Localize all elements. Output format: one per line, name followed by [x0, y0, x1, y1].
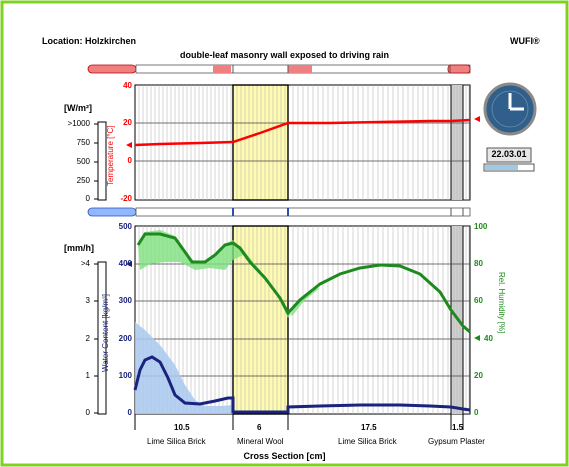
wc-tick: 300: [118, 296, 132, 305]
rain-tick: 2: [85, 334, 90, 343]
layer-thickness: 6: [257, 423, 262, 432]
wc-tick: 400: [118, 259, 132, 268]
radiation-tick: >1000: [67, 119, 90, 128]
rain-tick: 1: [85, 371, 90, 380]
rh-tick: 100: [474, 222, 488, 231]
chart-title: double-leaf masonry wall exposed to driv…: [179, 50, 390, 60]
wc-tick: 0: [127, 408, 132, 417]
radiation-tick: 750: [76, 138, 90, 147]
interior-temp-marker: [474, 116, 480, 122]
water-content-curve: [133, 355, 471, 414]
interior-rh-marker: [474, 335, 480, 341]
layer-name: Lime Silica Brick: [147, 437, 206, 446]
rh-tick: 80: [474, 259, 483, 268]
layer-name: Mineral Wool: [237, 437, 284, 446]
rain-tick: 3: [85, 296, 90, 305]
mineral-wool-band-bottom: [233, 226, 288, 414]
rain-unit-label: [mm/h]: [64, 243, 94, 253]
clock-icon: [483, 82, 537, 136]
radiation-tick: 500: [76, 157, 90, 166]
layer-name: Gypsum Plaster: [428, 437, 485, 446]
layer-thickness: 17.5: [361, 423, 377, 432]
layer-name: Lime Silica Brick: [338, 437, 397, 446]
temperature-curve: [134, 118, 471, 147]
radiation-unit-label: [W/m²]: [64, 103, 92, 113]
temp-tick: 40: [123, 81, 132, 90]
wc-tick: 500: [118, 222, 132, 231]
radiation-gauge: [97, 121, 107, 201]
temp-tick: 20: [123, 118, 132, 127]
wc-tick: 200: [118, 334, 132, 343]
temp-tick: 0: [127, 156, 132, 165]
rh-tick: 40: [484, 334, 493, 343]
rh-tick: 20: [474, 371, 483, 380]
brand-label: WUFI®: [510, 36, 540, 46]
exterior-climate-bar-middle: [87, 207, 471, 217]
rel-humidity-curve: [136, 232, 471, 334]
exterior-temp-marker: [126, 142, 132, 148]
layer-thickness: 1.5: [452, 423, 464, 432]
temp-tick: -20: [120, 194, 132, 203]
x-axis-label: Cross Section [cm]: [243, 451, 326, 461]
date-box: [486, 147, 532, 163]
water-content-envelope: [135, 322, 233, 414]
rain-tick: >4: [80, 259, 90, 268]
layer-thickness: 10.5: [174, 423, 190, 432]
date-label: 22.03.01: [491, 149, 527, 159]
mineral-wool-band: [233, 85, 288, 200]
wc-tick: 100: [118, 371, 132, 380]
rh-tick: 0: [474, 408, 479, 417]
water-content-axis-label: Water Content [kg/m³]: [101, 294, 110, 372]
exterior-climate-bar-top: [87, 64, 471, 74]
temperature-chart: [126, 84, 480, 201]
radiation-tick: 250: [76, 176, 90, 185]
rain-tick: 0: [85, 408, 90, 417]
location-label: Location: Holzkirchen: [42, 36, 137, 46]
rain-gauge: [97, 261, 107, 415]
rh-tick: 60: [474, 296, 483, 305]
moisture-chart: [126, 225, 480, 415]
exterior-wc-marker: [126, 261, 132, 267]
rel-humidity-axis-label: Rel. Humidity [%]: [497, 272, 506, 334]
radiation-tick: 0: [85, 194, 90, 203]
cross-section-axis: [134, 414, 464, 430]
